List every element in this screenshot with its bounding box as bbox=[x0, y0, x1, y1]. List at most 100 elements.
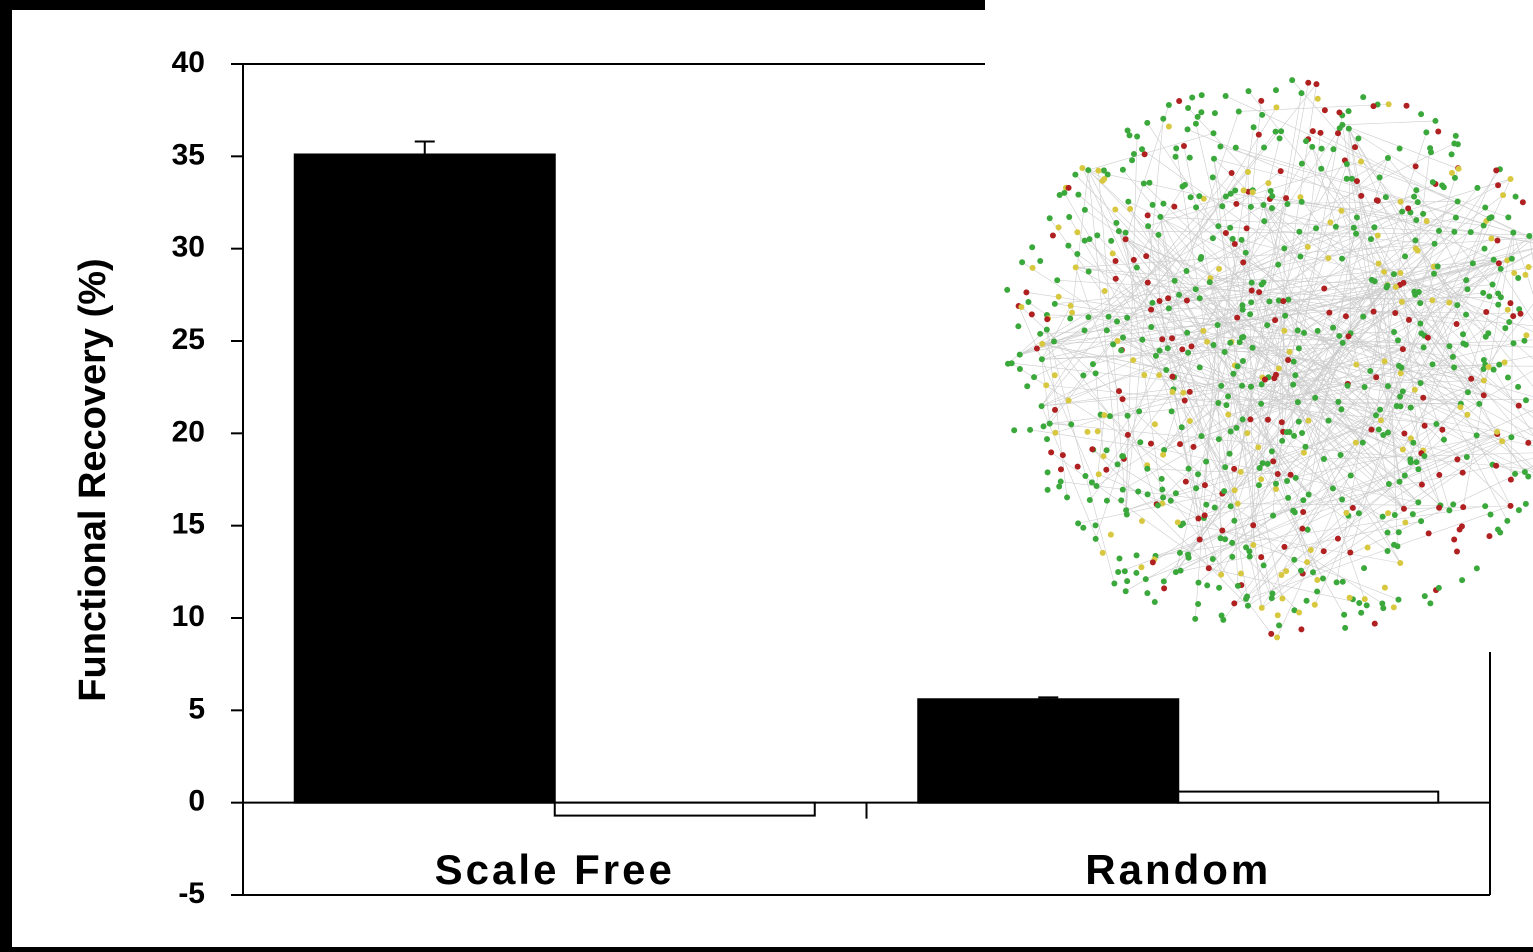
network-node bbox=[1030, 265, 1036, 271]
network-node bbox=[1139, 518, 1145, 524]
network-node bbox=[1398, 199, 1404, 205]
network-node bbox=[1340, 579, 1346, 585]
network-node bbox=[1305, 80, 1311, 86]
network-node bbox=[1136, 408, 1142, 414]
network-node bbox=[1067, 315, 1073, 321]
network-node bbox=[1451, 364, 1457, 370]
network-node bbox=[1256, 132, 1262, 138]
network-node bbox=[1413, 246, 1419, 252]
network-node bbox=[1396, 529, 1402, 535]
network-node bbox=[1052, 301, 1058, 307]
network-node bbox=[1515, 384, 1521, 390]
network-node bbox=[1460, 331, 1466, 337]
network-node bbox=[1341, 612, 1347, 618]
bar bbox=[555, 803, 815, 816]
network-node bbox=[1221, 488, 1227, 494]
network-node bbox=[1074, 251, 1080, 257]
network-node bbox=[1303, 138, 1309, 144]
network-node bbox=[1522, 272, 1528, 278]
network-node bbox=[1023, 289, 1029, 295]
network-node bbox=[1123, 588, 1129, 594]
network-node bbox=[1219, 612, 1225, 618]
network-node bbox=[1202, 482, 1208, 488]
network-node bbox=[1491, 257, 1497, 263]
network-node bbox=[1160, 116, 1166, 122]
network-node bbox=[1481, 246, 1487, 252]
network-node bbox=[1516, 507, 1522, 513]
network-node bbox=[1184, 330, 1190, 336]
network-node bbox=[1124, 315, 1130, 321]
network-node bbox=[1283, 568, 1289, 574]
network-node bbox=[1193, 121, 1199, 127]
network-node bbox=[1118, 347, 1124, 353]
network-node bbox=[1495, 526, 1501, 532]
network-node bbox=[1145, 280, 1151, 286]
network-node bbox=[1368, 427, 1374, 433]
network-node bbox=[1335, 536, 1341, 542]
network-node bbox=[1508, 503, 1514, 509]
network-node bbox=[1449, 151, 1455, 157]
network-node bbox=[1235, 583, 1241, 589]
network-node bbox=[1018, 304, 1024, 310]
network-node bbox=[1279, 595, 1285, 601]
network-node bbox=[1225, 393, 1231, 399]
network-node bbox=[1386, 481, 1392, 487]
network-node bbox=[1482, 205, 1488, 211]
network-node bbox=[1275, 471, 1281, 477]
network-node bbox=[1169, 408, 1175, 414]
network-node bbox=[1508, 434, 1514, 440]
network-node bbox=[1400, 346, 1406, 352]
network-node bbox=[1275, 262, 1281, 268]
network-node bbox=[1073, 264, 1079, 270]
network-node bbox=[1180, 390, 1186, 396]
network-node bbox=[1420, 395, 1426, 401]
network-node bbox=[1135, 489, 1141, 495]
network-node bbox=[1160, 452, 1166, 458]
network-node bbox=[1338, 452, 1344, 458]
network-node bbox=[1330, 485, 1336, 491]
network-node bbox=[1397, 270, 1403, 276]
network-node bbox=[1069, 310, 1075, 316]
network-node bbox=[1126, 132, 1132, 138]
network-node bbox=[1518, 311, 1524, 317]
y-tick-label: 15 bbox=[172, 508, 205, 541]
network-node bbox=[1072, 172, 1078, 178]
network-node bbox=[1335, 399, 1341, 405]
network-node bbox=[1185, 350, 1191, 356]
network-node bbox=[1143, 576, 1149, 582]
network-node bbox=[1066, 398, 1072, 404]
network-node bbox=[1486, 215, 1492, 221]
network-node bbox=[1494, 238, 1500, 244]
network-node bbox=[1249, 287, 1255, 293]
network-node bbox=[1525, 440, 1531, 446]
network-node bbox=[1231, 600, 1237, 606]
network-node bbox=[1198, 256, 1204, 262]
network-node bbox=[1120, 396, 1126, 402]
network-node bbox=[1173, 154, 1179, 160]
network-node bbox=[1125, 413, 1131, 419]
network-node bbox=[1284, 201, 1290, 207]
network-node bbox=[1210, 556, 1216, 562]
network-node bbox=[1243, 250, 1249, 256]
network-node bbox=[1399, 299, 1405, 305]
network-node bbox=[1065, 243, 1071, 249]
network-node bbox=[1095, 428, 1101, 434]
network-node bbox=[1074, 229, 1080, 235]
network-node bbox=[1235, 501, 1241, 507]
network-node bbox=[1321, 548, 1327, 554]
network-node bbox=[1050, 232, 1056, 238]
network-node bbox=[1415, 499, 1421, 505]
network-node bbox=[1431, 271, 1437, 277]
network-node bbox=[1346, 108, 1352, 114]
network-node bbox=[1377, 407, 1383, 413]
network-node bbox=[1233, 425, 1239, 431]
network-node bbox=[1245, 169, 1251, 175]
network-node bbox=[1454, 548, 1460, 554]
network-node bbox=[1343, 313, 1349, 319]
network-node bbox=[1354, 178, 1360, 184]
network-node bbox=[1184, 268, 1190, 274]
network-node bbox=[1305, 418, 1311, 424]
network-node bbox=[1148, 307, 1154, 313]
network-node bbox=[1371, 309, 1377, 315]
network-node bbox=[1302, 444, 1308, 450]
